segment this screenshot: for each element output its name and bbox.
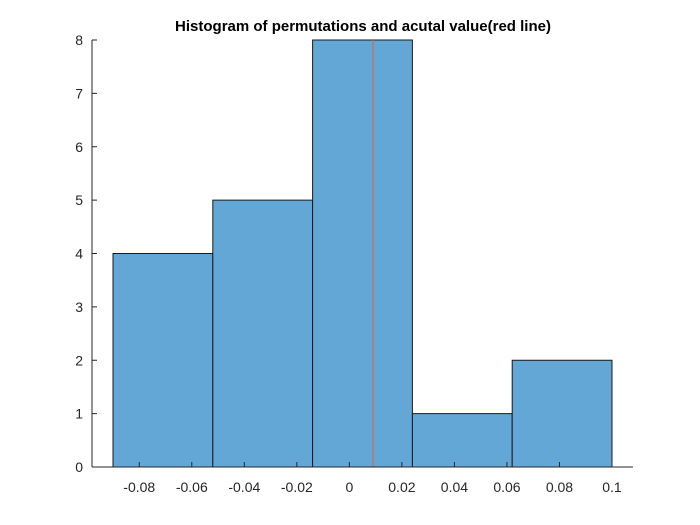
histogram-bar-1 [212,199,314,468]
x-tick-label-5: 0.02 [388,479,415,495]
x-tick-label-9: 0.1 [602,479,622,495]
chart-title: Histogram of permutations and acutal val… [175,18,551,35]
y-tick-label-1: 1 [75,406,83,422]
x-tick-label-8: 0.08 [546,479,573,495]
x-tick-label-3: -0.02 [281,479,313,495]
bars-group [112,39,613,468]
y-tick-label-3: 3 [75,299,83,315]
y-tick-label-0: 0 [75,459,83,475]
x-tick-label-2: -0.04 [228,479,260,495]
y-tick-label-5: 5 [75,192,83,208]
x-tick-label-1: -0.06 [176,479,208,495]
y-tick-label-4: 4 [75,246,83,262]
y-ticks-group: 0 1 2 3 4 5 6 7 8 [75,32,97,475]
y-tick-label-7: 7 [75,85,83,101]
y-tick-label-2: 2 [75,352,83,368]
x-tick-label-0: -0.08 [123,479,155,495]
histogram-bar-0 [112,253,214,468]
histogram-bar-2 [312,39,413,468]
histogram-bar-3 [411,413,513,468]
x-tick-label-4: 0 [345,479,353,495]
x-ticks-group: -0.08 -0.06 -0.04 -0.02 0 0.02 0.04 0.06 0.08 0.1 [123,462,622,495]
y-tick-label-6: 6 [75,139,83,155]
y-tick-label-8: 8 [75,32,83,48]
x-tick-label-7: 0.06 [493,479,520,495]
x-tick-label-6: 0.04 [441,479,468,495]
histogram-bar-4 [511,359,613,468]
